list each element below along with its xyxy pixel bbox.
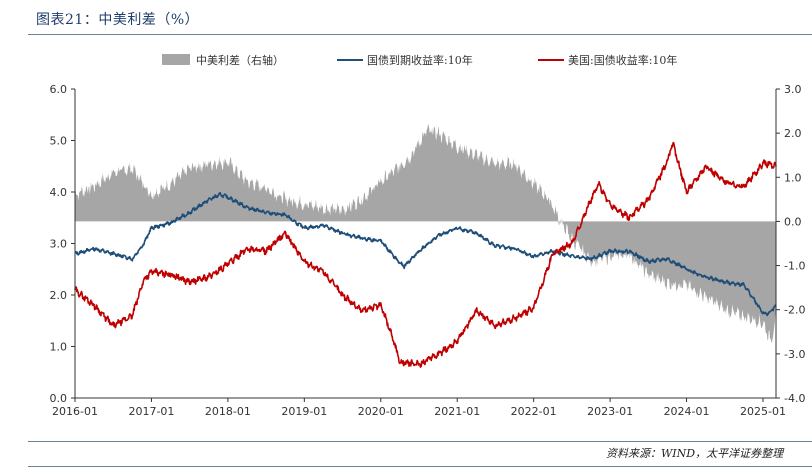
title-divider: [28, 34, 812, 35]
x-tick-label: 2016-01: [52, 405, 98, 418]
x-tick-label: 2024-01: [664, 405, 710, 418]
series-line-us-10y: [74, 141, 777, 368]
y-right-tick-label: 1.0: [784, 171, 802, 184]
x-tick-label: 2023-01: [587, 405, 633, 418]
legend-label-spread: 中美利差（右轴）: [196, 53, 284, 67]
x-tick-label: 2022-01: [511, 405, 557, 418]
x-tick-label: 2025-01: [740, 405, 786, 418]
y-left-tick-label: 5.0: [50, 135, 68, 148]
x-tick-label: 2020-01: [358, 405, 404, 418]
source-note: 资料来源：WIND，太平洋证券整理: [606, 447, 784, 460]
title-bar: 图表21：中美利差（%）: [0, 0, 812, 34]
y-left-tick-label: 3.0: [50, 238, 68, 251]
y-left-tick-label: 2.0: [50, 289, 68, 302]
x-tick-label: 2017-01: [128, 405, 174, 418]
y-left-tick-label: 0.0: [50, 392, 68, 405]
legend-label-us: 美国:国债收益率:10年: [568, 53, 677, 67]
series-area-spread: [75, 124, 776, 343]
x-tick-label: 2019-01: [281, 405, 327, 418]
footer-divider: [28, 466, 812, 467]
y-right-tick-label: -1.0: [784, 260, 805, 273]
y-left-tick-label: 4.0: [50, 186, 68, 199]
y-right-tick-label: 0.0: [784, 215, 802, 228]
y-right-tick-label: -4.0: [784, 392, 805, 405]
x-tick-label: 2021-01: [434, 405, 480, 418]
y-right-tick-label: 3.0: [784, 83, 802, 96]
series-line-cn-10y: [74, 191, 777, 317]
y-right-tick-label: -3.0: [784, 348, 805, 361]
y-left-tick-label: 1.0: [50, 341, 68, 354]
y-right-tick-label: -2.0: [784, 304, 805, 317]
page-title: 图表21：中美利差（%）: [36, 12, 200, 28]
chart-bottom-divider: [28, 441, 812, 442]
legend-swatch-spread: [162, 54, 190, 65]
legend-label-cn: 国债到期收益率:10年: [367, 53, 473, 67]
y-right-tick-label: 2.0: [784, 127, 802, 140]
y-left-tick-label: 6.0: [50, 83, 68, 96]
x-tick-label: 2018-01: [205, 405, 251, 418]
